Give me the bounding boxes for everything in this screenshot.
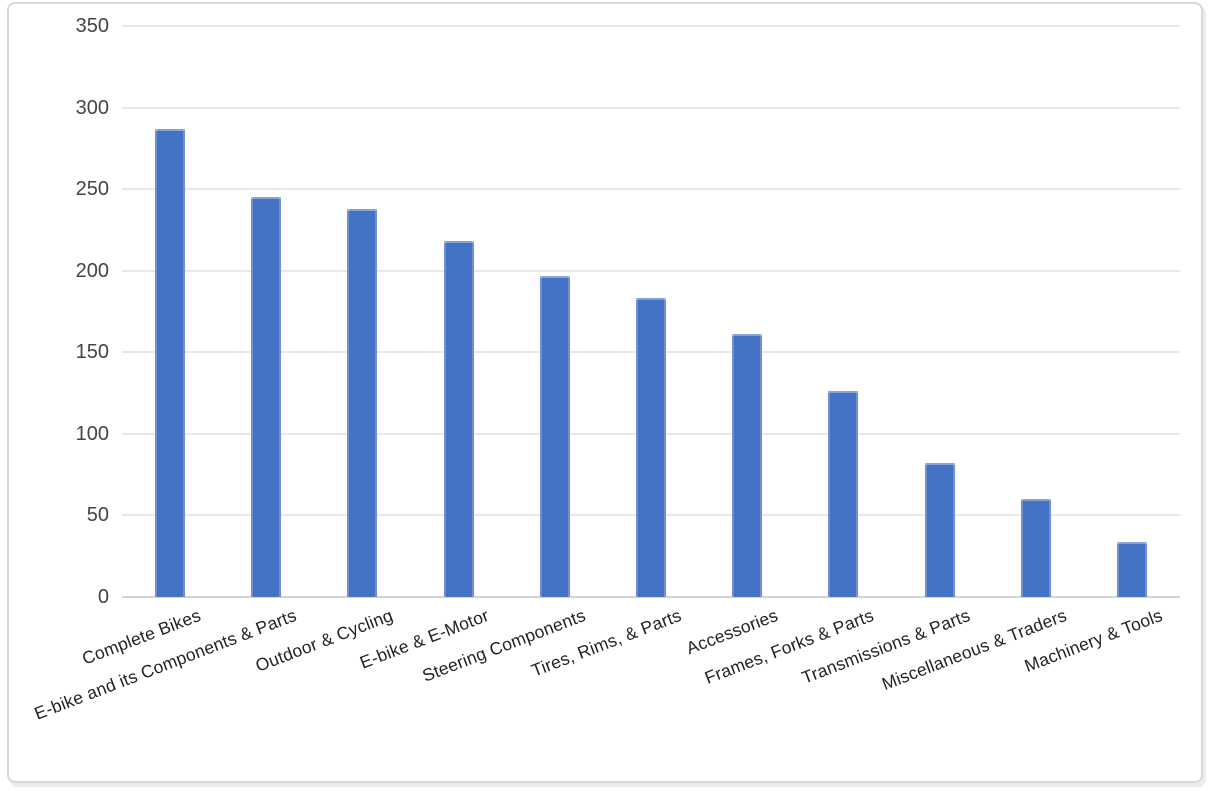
bar-slot [892, 26, 988, 597]
x-axis-line [122, 596, 1180, 598]
bar [732, 334, 763, 597]
x-axis: Complete Bikes E-bike and its Components … [32, 605, 1180, 755]
bars-row [122, 26, 1180, 597]
bar [828, 391, 859, 597]
bar-slot [218, 26, 314, 597]
bar-slot [314, 26, 410, 597]
bar-slot [988, 26, 1084, 597]
bar [347, 208, 378, 597]
x-axis-category-label: Steering Components [419, 605, 588, 686]
bar-slot [411, 26, 507, 597]
y-axis-tick-label: 100 [75, 422, 109, 445]
bar [539, 275, 570, 597]
y-axis-tick-label: 150 [75, 341, 109, 364]
bar-slot [1084, 26, 1180, 597]
gridline [122, 269, 1180, 272]
y-axis-tick-label: 50 [86, 504, 109, 527]
bar [636, 298, 667, 597]
bar-chart-card: 350 300 250 200 150 100 50 0 Complete Bikes E-bi… [7, 2, 1203, 783]
bar [1020, 499, 1051, 597]
bar-slot [603, 26, 699, 597]
y-axis-tick-label: 0 [97, 586, 109, 608]
bar [155, 128, 186, 597]
y-axis-tick-label: 250 [75, 178, 109, 201]
bar [251, 197, 282, 597]
bar-slot [507, 26, 603, 597]
gridline [122, 25, 1180, 27]
y-axis: 350 300 250 200 150 100 50 0 [9, 16, 109, 607]
gridline [122, 106, 1180, 109]
gridline [122, 188, 1180, 191]
bar [1116, 541, 1147, 597]
plot-area [122, 25, 1180, 598]
x-axis-category-label: Frames, Forks & Parts [702, 605, 877, 688]
bar-slot [122, 26, 218, 597]
bar [924, 463, 955, 597]
y-axis-tick-label: 350 [75, 15, 109, 37]
y-axis-tick-label: 200 [75, 259, 109, 282]
y-axis-tick-label: 300 [75, 96, 109, 119]
bar [443, 241, 474, 597]
bar-slot [795, 26, 891, 597]
bar-slot [699, 26, 795, 597]
